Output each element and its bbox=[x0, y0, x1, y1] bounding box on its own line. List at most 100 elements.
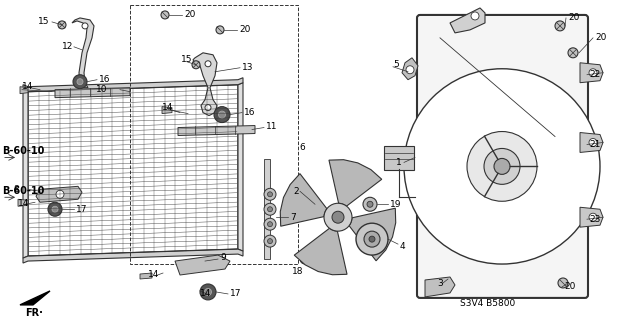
Circle shape bbox=[77, 79, 83, 85]
Circle shape bbox=[555, 21, 565, 31]
Text: 6: 6 bbox=[299, 143, 305, 152]
Bar bbox=[130, 5, 298, 264]
Circle shape bbox=[300, 254, 310, 264]
Text: 14: 14 bbox=[162, 103, 173, 112]
Text: 17: 17 bbox=[76, 205, 88, 214]
Text: 14: 14 bbox=[18, 199, 29, 208]
Text: 22: 22 bbox=[589, 70, 600, 79]
Text: B-60-10: B-60-10 bbox=[2, 146, 44, 156]
Circle shape bbox=[73, 75, 87, 89]
Text: 19: 19 bbox=[390, 200, 401, 209]
Text: 14: 14 bbox=[200, 289, 211, 299]
Polygon shape bbox=[72, 18, 94, 88]
Text: 20: 20 bbox=[595, 33, 606, 42]
FancyBboxPatch shape bbox=[384, 146, 414, 170]
Text: 12: 12 bbox=[62, 42, 74, 51]
Text: 7: 7 bbox=[290, 213, 296, 222]
Circle shape bbox=[589, 213, 597, 221]
Polygon shape bbox=[162, 107, 172, 114]
Polygon shape bbox=[36, 186, 82, 202]
Circle shape bbox=[303, 257, 307, 261]
Polygon shape bbox=[580, 207, 603, 227]
Polygon shape bbox=[580, 132, 603, 152]
Circle shape bbox=[369, 236, 375, 242]
Circle shape bbox=[332, 211, 344, 223]
Text: 16: 16 bbox=[244, 108, 255, 117]
Polygon shape bbox=[329, 160, 381, 206]
Circle shape bbox=[367, 201, 373, 207]
Text: 9: 9 bbox=[220, 253, 226, 262]
Circle shape bbox=[205, 61, 211, 67]
Text: 21: 21 bbox=[589, 140, 600, 149]
Circle shape bbox=[216, 26, 224, 34]
Text: 20: 20 bbox=[184, 11, 195, 19]
Circle shape bbox=[406, 66, 414, 74]
Circle shape bbox=[568, 48, 578, 58]
Polygon shape bbox=[140, 273, 152, 279]
Polygon shape bbox=[294, 228, 347, 275]
Circle shape bbox=[200, 284, 216, 300]
Circle shape bbox=[218, 111, 225, 118]
Polygon shape bbox=[20, 291, 50, 305]
Circle shape bbox=[58, 21, 66, 29]
Circle shape bbox=[494, 159, 510, 174]
Text: 1: 1 bbox=[396, 158, 402, 167]
Circle shape bbox=[264, 203, 276, 215]
Polygon shape bbox=[175, 255, 230, 275]
Text: 4: 4 bbox=[400, 241, 406, 251]
Polygon shape bbox=[280, 174, 327, 226]
Polygon shape bbox=[425, 277, 455, 297]
Text: 5: 5 bbox=[393, 60, 399, 69]
Circle shape bbox=[558, 278, 568, 288]
Text: 17: 17 bbox=[230, 289, 241, 299]
FancyBboxPatch shape bbox=[417, 15, 588, 298]
Text: 10: 10 bbox=[95, 85, 107, 94]
Text: 11: 11 bbox=[266, 122, 278, 131]
Circle shape bbox=[467, 131, 537, 201]
Text: 14: 14 bbox=[22, 82, 33, 91]
Circle shape bbox=[214, 107, 230, 122]
Polygon shape bbox=[23, 90, 28, 258]
Polygon shape bbox=[238, 83, 243, 251]
Polygon shape bbox=[580, 63, 603, 83]
Polygon shape bbox=[23, 249, 243, 263]
Text: 16: 16 bbox=[99, 75, 111, 84]
Text: B-60-10: B-60-10 bbox=[2, 186, 44, 196]
Circle shape bbox=[205, 105, 211, 111]
Polygon shape bbox=[349, 208, 396, 261]
Polygon shape bbox=[402, 58, 418, 80]
Circle shape bbox=[268, 207, 273, 212]
Text: 20: 20 bbox=[564, 282, 575, 292]
Circle shape bbox=[205, 288, 211, 295]
Circle shape bbox=[192, 61, 200, 69]
Circle shape bbox=[264, 188, 276, 200]
Circle shape bbox=[324, 203, 352, 231]
Circle shape bbox=[56, 190, 64, 198]
Circle shape bbox=[589, 69, 597, 77]
Circle shape bbox=[52, 206, 58, 212]
Polygon shape bbox=[178, 126, 255, 136]
Circle shape bbox=[82, 23, 88, 29]
Polygon shape bbox=[193, 53, 217, 115]
Text: 8: 8 bbox=[13, 185, 19, 194]
Polygon shape bbox=[450, 8, 485, 33]
Text: 13: 13 bbox=[242, 63, 253, 72]
Circle shape bbox=[471, 12, 479, 20]
Circle shape bbox=[356, 223, 388, 255]
Text: 3: 3 bbox=[437, 279, 443, 288]
Circle shape bbox=[264, 235, 276, 247]
Polygon shape bbox=[23, 78, 243, 92]
Text: 18: 18 bbox=[292, 266, 304, 276]
Circle shape bbox=[268, 239, 273, 244]
Text: FR·: FR· bbox=[25, 308, 43, 318]
Text: 14: 14 bbox=[148, 270, 159, 278]
Text: 20: 20 bbox=[568, 13, 579, 22]
Circle shape bbox=[363, 197, 377, 211]
Circle shape bbox=[48, 202, 62, 216]
Circle shape bbox=[364, 231, 380, 247]
Polygon shape bbox=[55, 88, 130, 98]
Text: 15: 15 bbox=[181, 55, 193, 64]
Circle shape bbox=[268, 222, 273, 227]
Circle shape bbox=[484, 148, 520, 184]
Circle shape bbox=[264, 218, 276, 230]
